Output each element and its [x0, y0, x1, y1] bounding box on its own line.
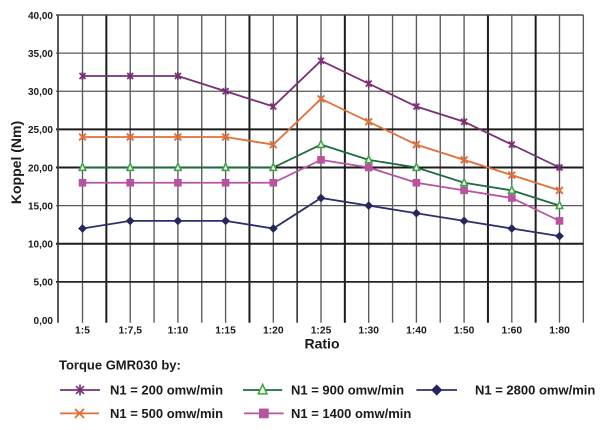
svg-text:30,00: 30,00 — [28, 87, 53, 98]
svg-text:0,00: 0,00 — [34, 316, 54, 327]
svg-text:N1 = 2800 omw/min: N1 = 2800 omw/min — [475, 383, 595, 398]
svg-text:1:15: 1:15 — [215, 326, 236, 337]
svg-text:1:40: 1:40 — [406, 326, 427, 337]
svg-text:Torque GMR030 by:: Torque GMR030 by: — [59, 358, 181, 373]
svg-text:N1 = 500 omw/min: N1 = 500 omw/min — [110, 406, 223, 421]
svg-text:1:30: 1:30 — [358, 326, 379, 337]
svg-text:5,00: 5,00 — [34, 278, 54, 289]
svg-text:N1 = 1400 omw/min: N1 = 1400 omw/min — [291, 406, 411, 421]
svg-text:20,00: 20,00 — [28, 163, 53, 174]
svg-text:1:5: 1:5 — [75, 326, 90, 337]
svg-text:25,00: 25,00 — [28, 125, 53, 136]
svg-text:Ratio: Ratio — [305, 336, 340, 352]
svg-text:1:7,5: 1:7,5 — [118, 326, 142, 337]
svg-text:N1 = 200 omw/min: N1 = 200 omw/min — [110, 383, 223, 398]
svg-text:Koppel (Nm): Koppel (Nm) — [8, 121, 24, 204]
svg-text:15,00: 15,00 — [28, 201, 53, 212]
svg-text:1:25: 1:25 — [311, 326, 332, 337]
svg-text:1:10: 1:10 — [168, 326, 189, 337]
svg-text:10,00: 10,00 — [28, 240, 53, 251]
svg-text:1:60: 1:60 — [501, 326, 522, 337]
svg-text:1:20: 1:20 — [263, 326, 284, 337]
svg-text:1:80: 1:80 — [549, 326, 570, 337]
svg-text:1:50: 1:50 — [454, 326, 475, 337]
svg-text:40,00: 40,00 — [28, 11, 53, 22]
svg-text:35,00: 35,00 — [28, 49, 53, 60]
svg-text:N1 = 900 omw/min: N1 = 900 omw/min — [291, 383, 404, 398]
